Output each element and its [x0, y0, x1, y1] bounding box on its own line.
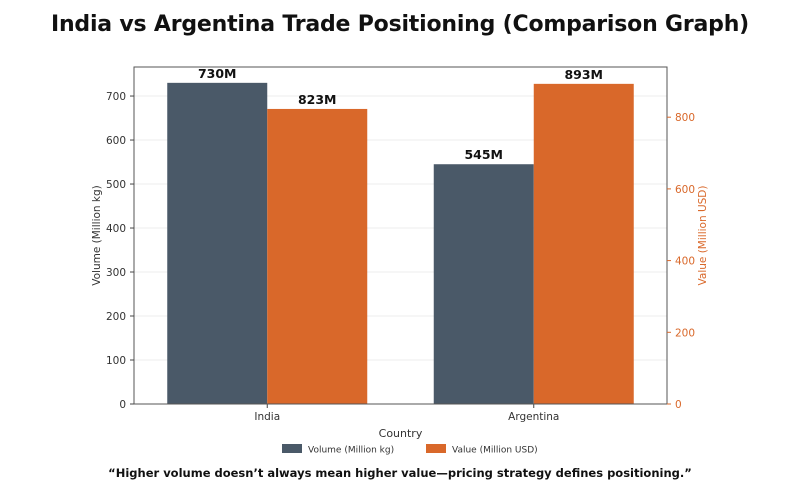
- legend-label: Volume (Million kg): [308, 446, 394, 456]
- x-tick-label: Argentina: [508, 411, 559, 423]
- y-tick-label: 500: [106, 179, 126, 191]
- x-axis-title: Country: [379, 427, 423, 440]
- data-label: 545M: [464, 147, 503, 162]
- bar-argentina-value: [533, 83, 634, 404]
- bar-india-volume: [167, 82, 268, 404]
- bar-india-value: [267, 108, 368, 405]
- data-label: 823M: [298, 92, 337, 107]
- bar-argentina-volume: [433, 164, 534, 404]
- y-tick-label: 0: [119, 399, 126, 411]
- y-right-axis-title: Value (Million USD): [697, 186, 709, 286]
- y-tick-label: 100: [106, 355, 126, 367]
- y-right-tick-label: 0: [675, 399, 682, 411]
- y-right-tick-label: 800: [675, 112, 695, 124]
- plot-frame: [133, 66, 668, 405]
- data-label: 730M: [198, 66, 237, 81]
- x-tick-label: India: [254, 411, 280, 423]
- legend-swatch: [426, 444, 446, 453]
- y-tick-label: 200: [106, 311, 126, 323]
- y-right-tick-label: 200: [675, 327, 695, 339]
- legend-swatch: [282, 444, 302, 453]
- caption-quote: “Higher volume doesn’t always mean highe…: [108, 466, 692, 480]
- y-axis-title: Volume (Million kg): [91, 185, 103, 285]
- y-tick-label: 400: [106, 223, 126, 235]
- chart-title: India vs Argentina Trade Positioning (Co…: [50, 12, 750, 37]
- y-tick-label: 600: [106, 135, 126, 147]
- y-right-tick-label: 400: [675, 256, 695, 268]
- data-label: 893M: [564, 67, 603, 82]
- y-right-tick-label: 600: [675, 184, 695, 196]
- y-tick-label: 300: [106, 267, 126, 279]
- y-tick-label: 700: [106, 91, 126, 103]
- legend-label: Value (Million USD): [452, 446, 538, 456]
